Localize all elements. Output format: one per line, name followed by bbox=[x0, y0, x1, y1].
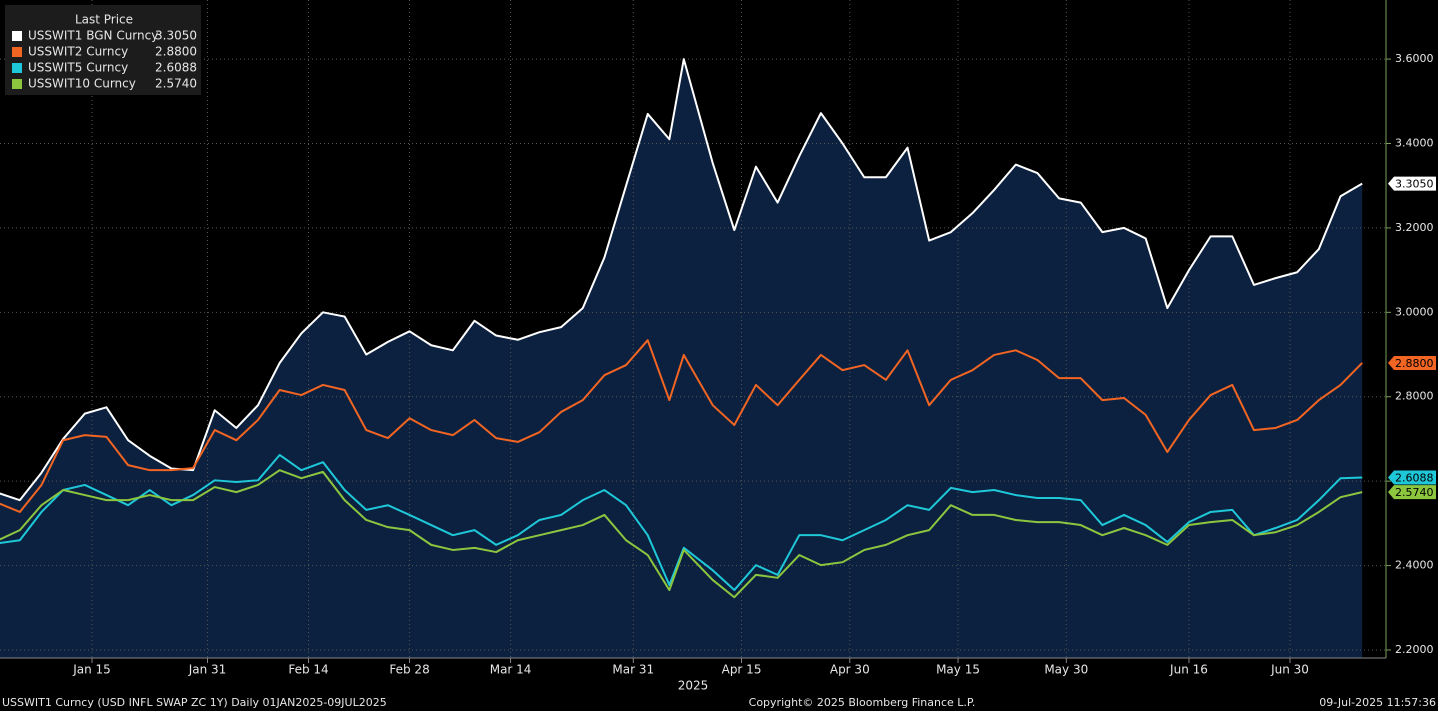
y-tick-label: 3.6000 bbox=[1395, 52, 1434, 65]
footer-center: Copyright© 2025 Bloomberg Finance L.P. bbox=[749, 696, 976, 709]
series-line bbox=[0, 453, 1363, 592]
x-tick-label: Jan 31 bbox=[188, 663, 227, 677]
x-tick-label: May 15 bbox=[936, 663, 980, 677]
last-value-label: 2.6088 bbox=[1395, 471, 1434, 484]
last-value-tag bbox=[1388, 176, 1436, 191]
legend-value: 3.3050 bbox=[155, 29, 197, 43]
legend-value: 2.6088 bbox=[155, 61, 197, 75]
legend-value: 2.5740 bbox=[155, 77, 197, 91]
last-value-tag bbox=[1388, 470, 1436, 485]
x-tick-label: May 30 bbox=[1044, 663, 1088, 677]
y-tick-label: 2.4000 bbox=[1395, 559, 1434, 572]
x-tick-label: Feb 14 bbox=[288, 663, 328, 677]
x-tick-label: Jun 30 bbox=[1270, 663, 1309, 677]
y-tick-label: 2.2000 bbox=[1395, 643, 1434, 656]
legend-label: USSWIT1 BGN Curncy bbox=[28, 29, 158, 43]
legend-swatch bbox=[12, 31, 22, 41]
last-value-tag bbox=[1388, 355, 1436, 370]
legend-title: Last Price bbox=[75, 13, 133, 27]
last-value-label: 2.5740 bbox=[1395, 486, 1434, 499]
last-value-label: 3.3050 bbox=[1395, 178, 1434, 191]
x-tick-label: Apr 30 bbox=[830, 663, 870, 677]
y-tick-label: 3.0000 bbox=[1395, 305, 1434, 318]
y-tick-label: 3.4000 bbox=[1395, 137, 1434, 150]
legend-label: USSWIT2 Curncy bbox=[28, 45, 128, 59]
legend-label: USSWIT10 Curncy bbox=[28, 77, 136, 91]
legend-swatch bbox=[12, 47, 22, 57]
x-tick-label: Feb 28 bbox=[389, 663, 429, 677]
plot-area bbox=[0, 0, 1386, 658]
x-axis-label: 2025 bbox=[678, 679, 709, 693]
legend-value: 2.8800 bbox=[155, 45, 197, 59]
y-tick-label: 3.2000 bbox=[1395, 221, 1434, 234]
series-line bbox=[0, 339, 1363, 513]
y-tick-label: 2.8000 bbox=[1395, 390, 1434, 403]
x-tick-label: Jun 16 bbox=[1169, 663, 1208, 677]
legend-label: USSWIT5 Curncy bbox=[28, 61, 128, 75]
footer-right: 09-Jul-2025 11:57:36 bbox=[1319, 696, 1436, 709]
legend-swatch bbox=[12, 79, 22, 89]
footer-left: USSWIT1 Curncy (USD INFL SWAP ZC 1Y) Dai… bbox=[2, 696, 387, 709]
x-tick-label: Jan 15 bbox=[72, 663, 111, 677]
x-tick-label: Mar 14 bbox=[490, 663, 532, 677]
legend-swatch bbox=[12, 63, 22, 73]
last-value-tag bbox=[1388, 485, 1436, 500]
area bbox=[0, 59, 1363, 658]
series-line bbox=[0, 58, 1363, 502]
series-line bbox=[0, 469, 1363, 599]
x-tick-label: Mar 31 bbox=[612, 663, 654, 677]
x-tick-label: Apr 15 bbox=[722, 663, 762, 677]
last-value-label: 2.8800 bbox=[1395, 357, 1434, 370]
legend-box bbox=[5, 5, 201, 95]
